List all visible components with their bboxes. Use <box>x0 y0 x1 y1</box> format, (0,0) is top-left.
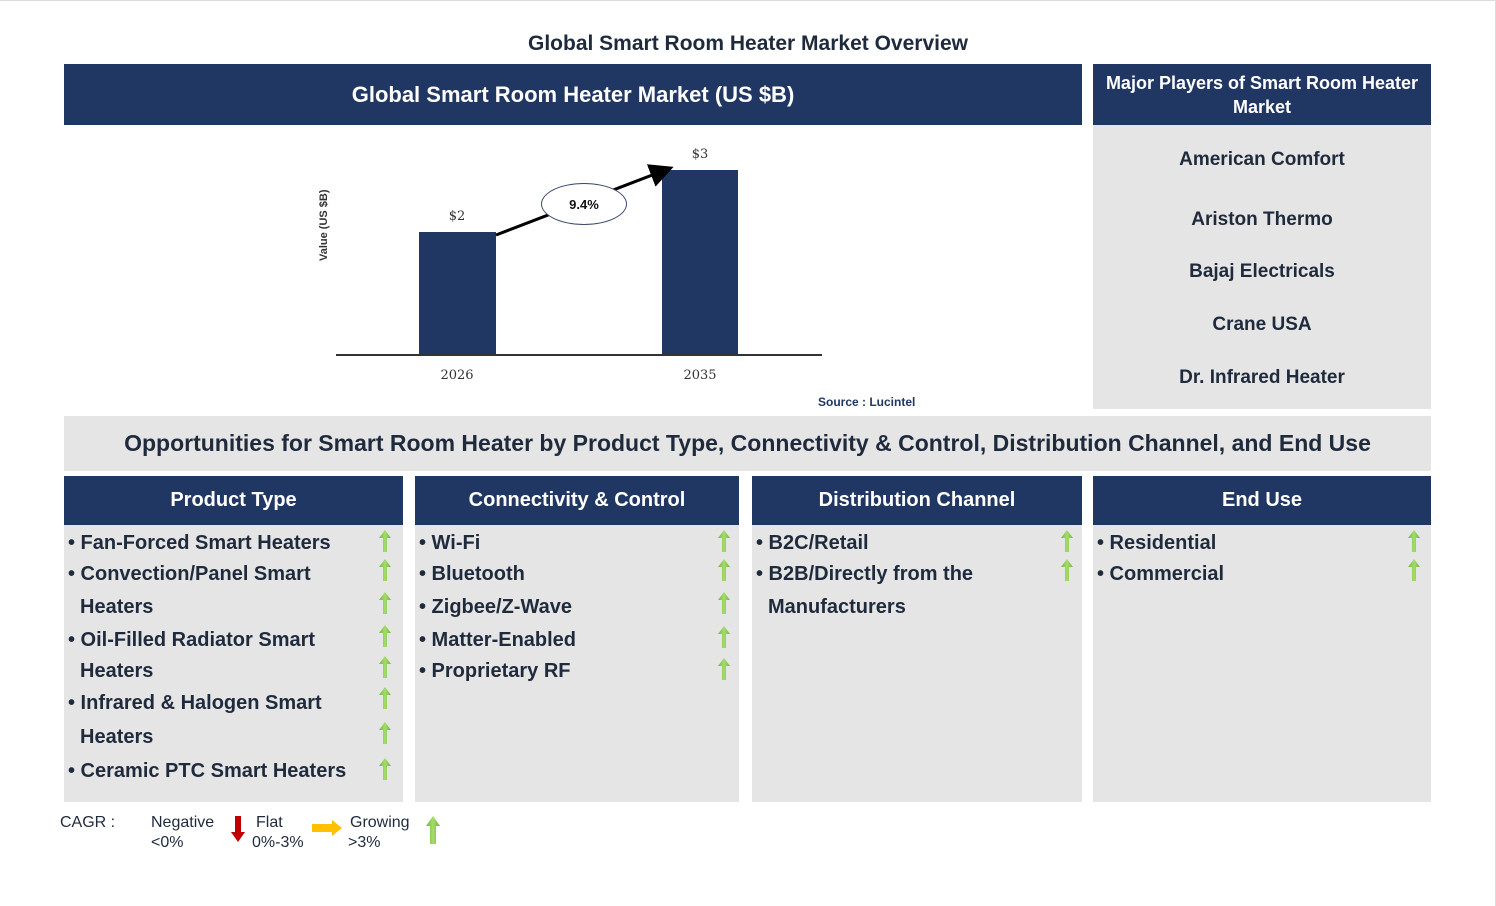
x-tick-label: 2026 <box>440 368 474 383</box>
list-item: • Residential <box>1097 532 1217 554</box>
growth-up-arrow-icon <box>379 592 391 614</box>
legend-negative-range: <0% <box>151 834 184 851</box>
growth-up-arrow-icon <box>379 687 391 709</box>
growth-up-arrow-icon <box>1061 559 1073 581</box>
list-item: Heaters <box>80 726 154 748</box>
growth-up-arrow-icon <box>1408 559 1420 581</box>
player-item: Ariston Thermo <box>1191 209 1333 230</box>
column-product-type: • Fan-Forced Smart Heaters • Convection/… <box>64 525 403 802</box>
list-item: Heaters <box>80 660 154 682</box>
legend-label: CAGR : <box>60 814 116 831</box>
list-item: • B2C/Retail <box>756 532 869 554</box>
list-item: • Bluetooth <box>419 563 525 585</box>
column-header-distribution: Distribution Channel <box>752 476 1082 525</box>
growth-up-arrow-icon <box>379 559 391 581</box>
players-header: Major Players of Smart Room Heater Marke… <box>1093 64 1431 125</box>
players-list: American Comfort Ariston Thermo Bajaj El… <box>1093 125 1431 409</box>
growth-up-arrow-icon <box>718 626 730 648</box>
legend-flat-label: Flat <box>256 814 283 831</box>
x-axis-line <box>336 354 822 356</box>
list-item: • Infrared & Halogen Smart <box>68 692 322 714</box>
flat-right-arrow-icon <box>312 820 342 836</box>
legend-flat-range: 0%-3% <box>252 834 304 851</box>
list-item: • Oil-Filled Radiator Smart <box>68 629 316 651</box>
growth-up-arrow-icon <box>718 530 730 552</box>
column-header-connectivity: Connectivity & Control <box>415 476 739 525</box>
player-item: Crane USA <box>1212 314 1312 335</box>
growth-up-arrow-icon <box>379 530 391 552</box>
player-item: American Comfort <box>1179 149 1345 170</box>
y-axis-label: Value (US $B) <box>318 189 330 261</box>
list-item: Manufacturers <box>768 596 906 618</box>
source-label: Source : Lucintel <box>818 395 916 409</box>
list-item: • Wi-Fi <box>419 532 481 554</box>
legend-growing-label: Growing <box>350 814 410 831</box>
legend-negative-label: Negative <box>151 814 215 831</box>
list-item: • Commercial <box>1097 563 1225 585</box>
growth-up-arrow-icon <box>718 592 730 614</box>
bar-value-label: $3 <box>691 147 709 162</box>
list-item: • B2B/Directly from the <box>756 563 974 585</box>
player-item: Bajaj Electricals <box>1189 261 1335 282</box>
growth-up-arrow-icon <box>379 656 391 678</box>
list-item: • Convection/Panel Smart <box>68 563 311 585</box>
player-item: Dr. Infrared Heater <box>1179 367 1345 388</box>
list-item: Heaters <box>80 596 154 618</box>
list-item: • Zigbee/Z-Wave <box>419 596 572 618</box>
column-distribution: • B2C/Retail • B2B/Directly from the Man… <box>752 525 1082 802</box>
list-item: • Fan-Forced Smart Heaters <box>68 532 331 554</box>
growth-up-arrow-icon <box>379 625 391 647</box>
column-header-product-type: Product Type <box>64 476 403 525</box>
growth-up-arrow-icon <box>718 559 730 581</box>
bar-value-label: $2 <box>448 209 466 224</box>
column-connectivity: • Wi-Fi • Bluetooth • Zigbee/Z-Wave • Ma… <box>415 525 739 802</box>
growth-up-arrow-icon <box>1061 530 1073 552</box>
growth-up-arrow-icon <box>379 722 391 744</box>
growth-up-arrow-icon <box>718 658 730 680</box>
legend-growing-range: >3% <box>348 834 381 851</box>
bar-2026 <box>419 232 496 355</box>
x-tick-label: 2035 <box>683 368 717 383</box>
growth-up-arrow-icon <box>1408 530 1420 552</box>
chart-header: Global Smart Room Heater Market (US $B) <box>64 64 1082 125</box>
bar-2035 <box>662 170 738 355</box>
list-item: • Ceramic PTC Smart Heaters <box>68 760 347 782</box>
cagr-badge: 9.4% <box>541 183 627 225</box>
list-item: • Proprietary RF <box>419 660 571 682</box>
column-end-use: • Residential • Commercial <box>1093 525 1431 802</box>
growing-up-arrow-icon <box>426 816 440 844</box>
page-title: Global Smart Room Heater Market Overview <box>528 32 968 55</box>
growth-up-arrow-icon <box>379 758 391 780</box>
opportunities-banner: Opportunities for Smart Room Heater by P… <box>64 416 1431 471</box>
negative-down-arrow-icon <box>231 816 245 842</box>
column-header-end-use: End Use <box>1093 476 1431 525</box>
list-item: • Matter-Enabled <box>419 629 577 651</box>
